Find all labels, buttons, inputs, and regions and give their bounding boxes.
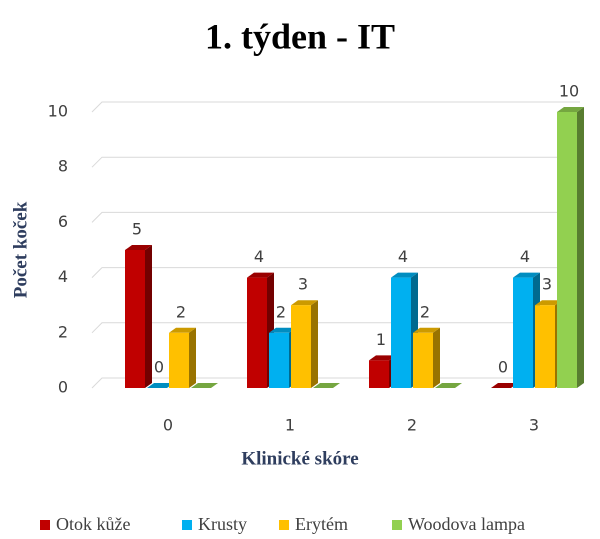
bar-top <box>269 327 296 333</box>
data-label: 2 <box>420 302 430 321</box>
bar-top <box>125 245 152 250</box>
bar-top <box>413 327 440 333</box>
y-axis-label: Počet koček <box>10 201 31 298</box>
bar-side <box>145 245 152 388</box>
bar-top <box>513 272 540 278</box>
bar-front <box>269 332 289 388</box>
bar-top <box>535 300 562 306</box>
legend-swatch <box>182 520 192 530</box>
data-label: 2 <box>276 302 286 321</box>
legend-swatch <box>279 520 289 530</box>
grid-line <box>91 322 580 334</box>
bar-front <box>125 250 145 388</box>
x-tick-label: 1 <box>285 416 295 435</box>
bar <box>247 272 274 388</box>
data-label: 3 <box>542 275 552 294</box>
bar-front <box>513 277 533 388</box>
x-tick-label: 0 <box>163 416 173 435</box>
data-label: 0 <box>498 358 508 377</box>
x-axis-label: Klinické skóre <box>241 448 358 469</box>
bar <box>147 383 174 388</box>
bar <box>169 327 196 388</box>
y-tick-label: 0 <box>58 378 68 397</box>
data-label: 3 <box>298 275 308 294</box>
bar <box>413 327 440 388</box>
y-tick-label: 2 <box>58 322 68 341</box>
bar <box>191 383 218 388</box>
data-label: 4 <box>520 247 530 266</box>
bar-top <box>391 272 418 278</box>
bar-front <box>413 332 433 388</box>
grid-line <box>91 101 580 113</box>
bar <box>125 245 152 388</box>
bar-top <box>435 383 462 388</box>
bar-top <box>247 272 274 278</box>
data-label: 2 <box>176 302 186 321</box>
data-label: 0 <box>154 358 164 377</box>
bar-front <box>369 360 389 388</box>
legend-label: Krusty <box>198 514 247 534</box>
grid-line <box>91 211 580 223</box>
bar <box>491 383 518 388</box>
bar-front <box>535 305 555 388</box>
bar <box>313 383 340 388</box>
y-tick-label: 8 <box>58 157 68 176</box>
y-tick-label: 4 <box>58 267 68 286</box>
bar-side <box>189 327 196 388</box>
y-tick-label: 6 <box>58 212 68 231</box>
bar-top <box>291 300 318 306</box>
data-label: 10 <box>559 82 579 101</box>
data-label: 5 <box>132 220 142 239</box>
bar <box>291 300 318 388</box>
bar-front <box>391 277 411 388</box>
bar-top <box>169 327 196 333</box>
bar-front <box>557 112 577 388</box>
bar-front <box>291 305 311 388</box>
bar-top <box>191 383 218 388</box>
legend-swatch <box>392 520 402 530</box>
y-tick-label: 10 <box>48 102 68 121</box>
bar-side <box>311 300 318 388</box>
x-tick-label: 3 <box>529 416 539 435</box>
bar-side <box>577 107 584 388</box>
legend-label: Erytém <box>295 514 348 534</box>
bar-top <box>557 107 584 112</box>
bar-top <box>147 383 174 388</box>
data-label: 4 <box>254 247 264 266</box>
bar <box>435 383 462 388</box>
legend-swatch <box>40 520 50 530</box>
bar-front <box>169 332 189 388</box>
bar-side <box>433 327 440 388</box>
bar <box>557 107 584 388</box>
bar-top <box>369 355 396 361</box>
data-label: 4 <box>398 247 408 266</box>
grid-line <box>91 267 580 278</box>
legend-label: Woodova lampa <box>408 514 525 534</box>
bar-top <box>313 383 340 388</box>
legend-label: Otok kůže <box>56 514 130 534</box>
data-label: 1 <box>376 330 386 349</box>
chart-title: 1. týden - IT <box>205 16 395 56</box>
bar-top <box>491 383 518 388</box>
x-tick-label: 2 <box>407 416 417 435</box>
bar-front <box>247 277 267 388</box>
grid-line <box>91 156 580 168</box>
